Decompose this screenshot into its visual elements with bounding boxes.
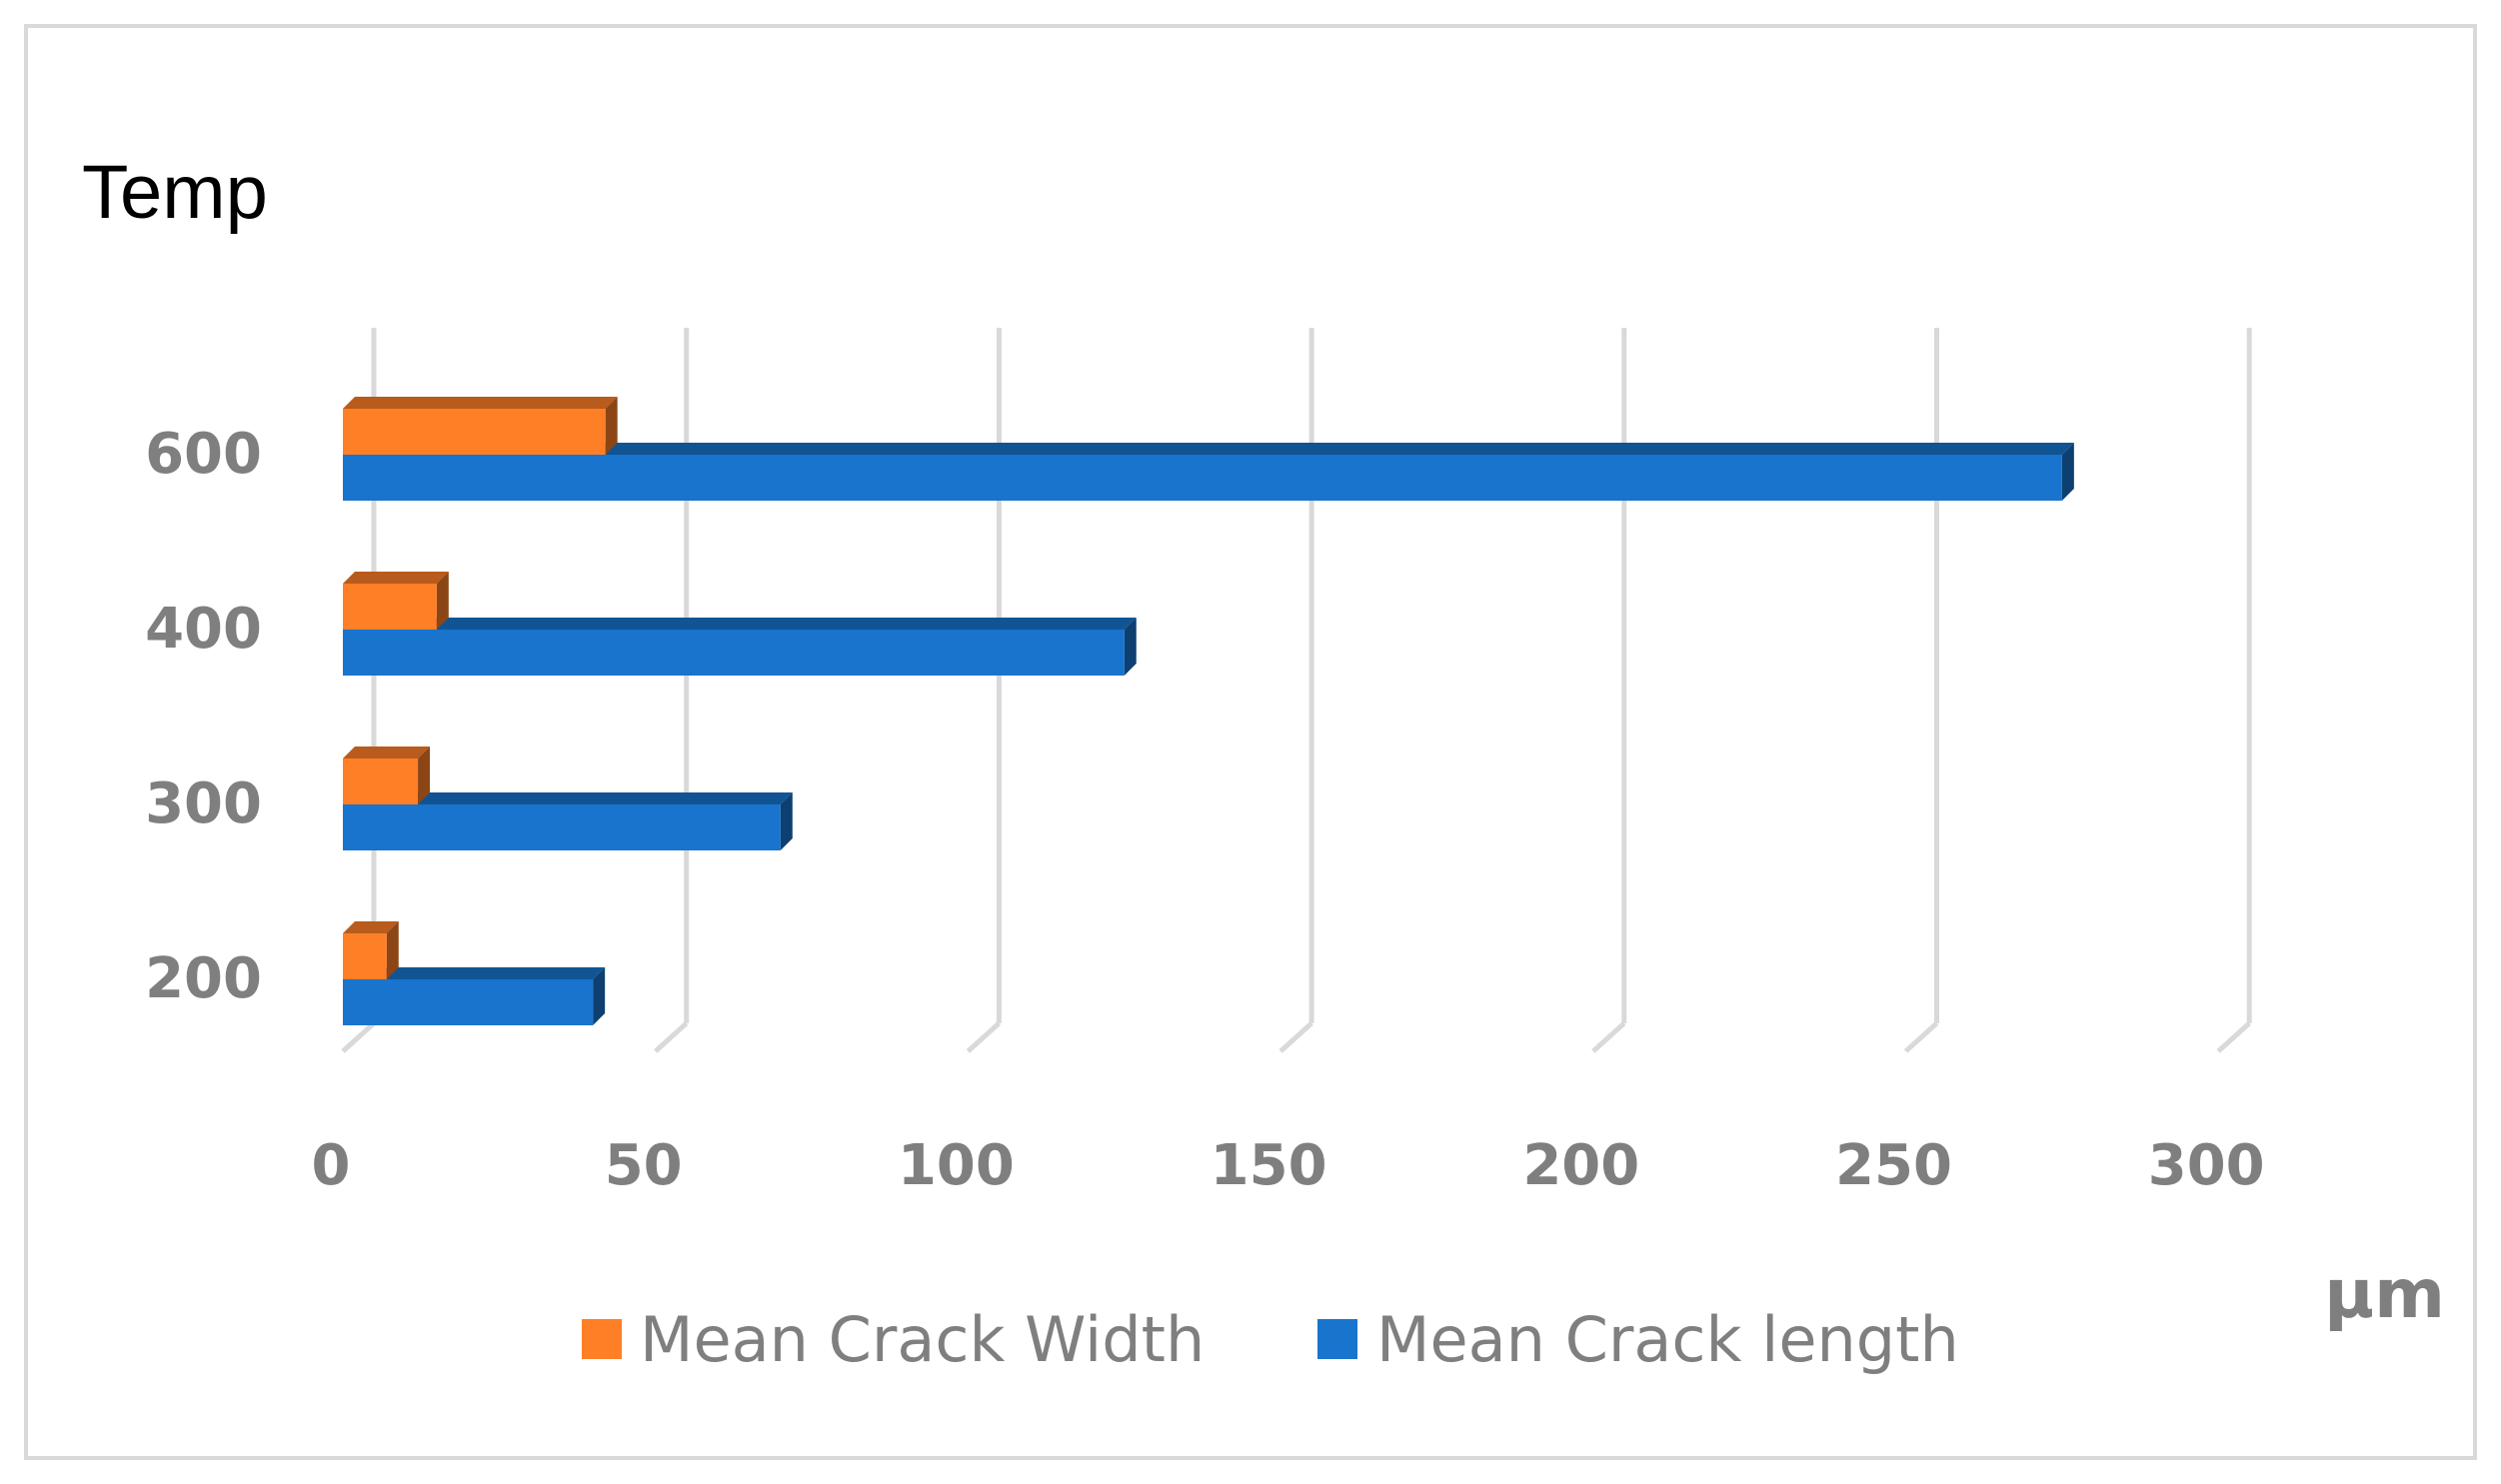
legend: Mean Crack Width Mean Crack length [582,1303,1959,1376]
gridline-floor [1278,1021,1313,1053]
gridline-floor [654,1021,689,1053]
x-tick-label: 200 [1522,1133,1639,1198]
x-tick-labels: 0 50 100 150 200 250 300 [312,1133,2265,1198]
gridline-floor [2216,1021,2251,1053]
gridline-floor [966,1021,1002,1053]
x-tick-label: 50 [605,1133,683,1198]
bar-mean-crack-width [343,921,399,979]
x-tick-label: 250 [1835,1133,1952,1198]
bar-mean-crack-length [343,618,1137,676]
x-tick-label: 0 [312,1133,351,1198]
legend-label: Mean Crack Width [640,1303,1205,1376]
gridlines [341,328,2252,1053]
x-tick-label: 100 [898,1133,1015,1198]
bar-mean-crack-width [343,397,618,455]
y-tick-label: 200 [145,946,262,1011]
legend-label: Mean Crack length [1376,1303,1959,1376]
bars [343,397,2074,1025]
y-tick-label: 600 [145,422,262,487]
gridline-floor [1591,1021,1626,1053]
x-tick-label: 300 [2148,1133,2265,1198]
x-tick-label: 150 [1211,1133,1327,1198]
bar-mean-crack-width [343,746,431,804]
bar-mean-crack-width [343,572,449,630]
y-tick-label: 300 [145,771,262,836]
bar-mean-crack-length [343,443,2074,501]
y-tick-labels: 200 300 400 600 [145,422,262,1011]
y-axis-title: Temp [82,150,268,235]
gridline-floor [1903,1021,1939,1053]
legend-swatch [582,1319,622,1359]
y-tick-label: 400 [145,597,262,662]
gridline-floor [341,1021,376,1053]
chart-frame [24,24,2477,1460]
bar-mean-crack-length [343,792,793,850]
legend-swatch [1317,1319,1357,1359]
x-axis-unit: µm [2324,1255,2445,1334]
bar-mean-crack-length [343,967,606,1025]
